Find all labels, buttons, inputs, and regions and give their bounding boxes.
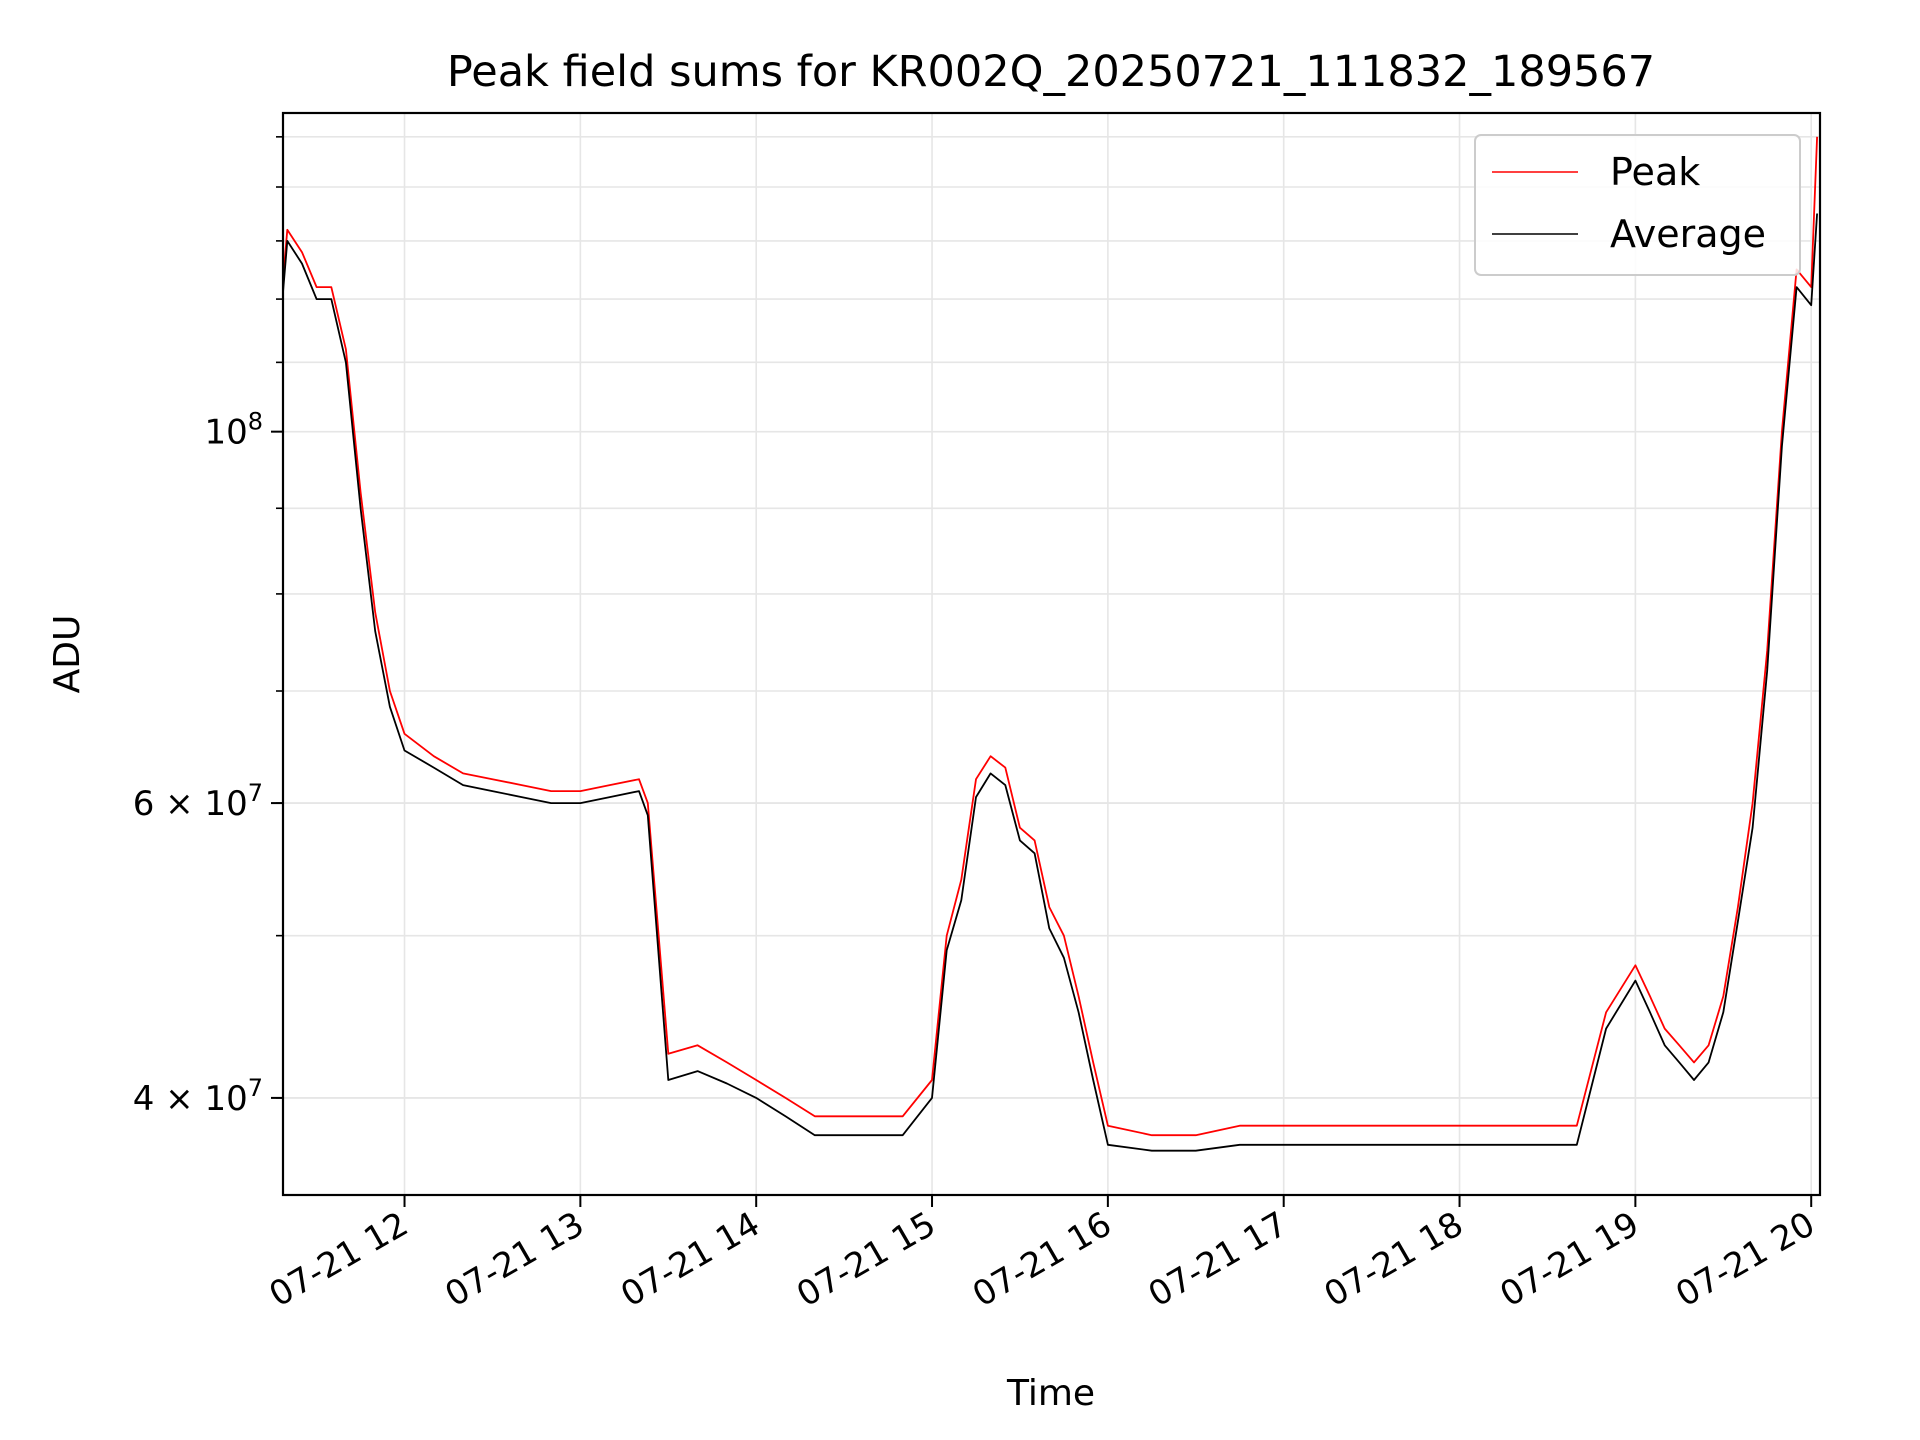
y-tick-label: 4 × 107 xyxy=(133,1074,263,1119)
plot-lines xyxy=(283,136,1818,1152)
series-line-peak xyxy=(283,136,1818,1137)
legend-average-label: Average xyxy=(1610,212,1766,256)
y-tick-exponent: 8 xyxy=(248,408,263,436)
y-tick-label: 6 × 107 xyxy=(133,779,263,824)
y-tick-label: 108 xyxy=(204,408,263,453)
plot-frame xyxy=(281,111,1822,1197)
legend-box xyxy=(1474,134,1801,276)
x-axis-label: Time xyxy=(1006,1373,1095,1414)
legend: Peak Average xyxy=(1474,134,1801,276)
chart-title: Peak field sums for KR002Q_20250721_1118… xyxy=(447,47,1655,97)
y-tick-exponent: 7 xyxy=(248,1074,263,1102)
y-tick-base: 10 xyxy=(204,413,247,453)
y-tick-base: 4 × 10 xyxy=(133,1079,248,1119)
y-tick-base: 6 × 10 xyxy=(133,784,248,824)
legend-peak-label: Peak xyxy=(1610,150,1700,194)
y-axis-label: ADU xyxy=(47,615,88,694)
series-line-average xyxy=(283,213,1818,1152)
y-tick-exponent: 7 xyxy=(248,779,263,807)
